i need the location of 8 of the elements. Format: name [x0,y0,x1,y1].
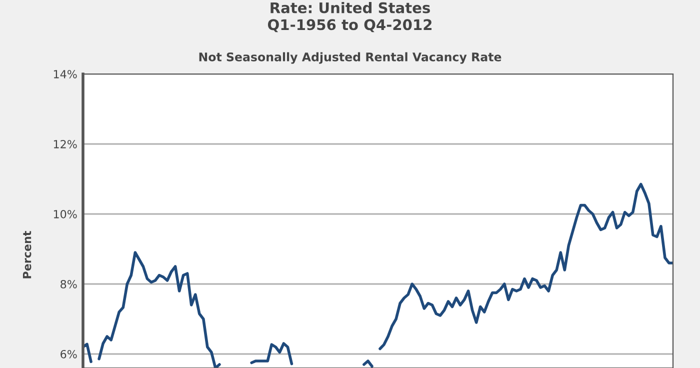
y-tick-label: 14% [54,70,77,78]
chart-subtitle: Not Seasonally Adjusted Rental Vacancy Rate [199,52,502,64]
chart-title: Rate: United States Q1-1956 to Q4-2012 [268,2,432,32]
y-tick-label: 8% [60,280,77,288]
y-tick-label: 10% [54,210,77,218]
y-tick-label: 6% [60,350,77,358]
y-tick-label: 12% [54,140,77,148]
y-axis-title: Percent [22,231,32,278]
